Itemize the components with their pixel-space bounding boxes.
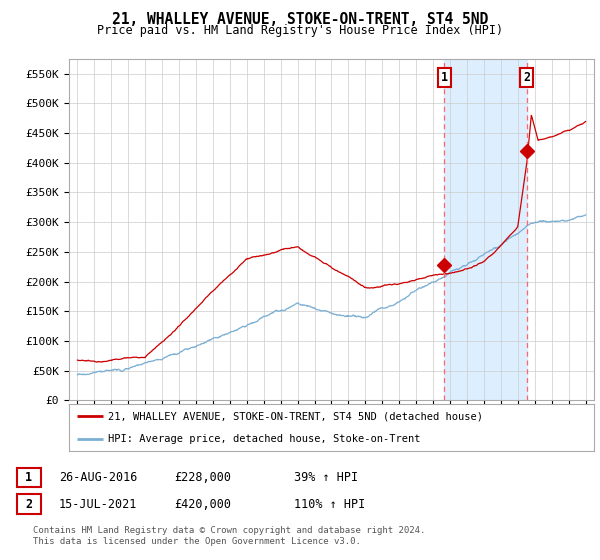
Bar [444,59,527,400]
Text: 1: 1 [25,470,32,484]
Text: 26-AUG-2016: 26-AUG-2016 [59,470,137,484]
Text: Contains HM Land Registry data © Crown copyright and database right 2024.
This d: Contains HM Land Registry data © Crown c… [33,526,425,546]
Text: Price paid vs. HM Land Registry's House Price Index (HPI): Price paid vs. HM Land Registry's House … [97,24,503,37]
Text: 21, WHALLEY AVENUE, STOKE-ON-TRENT, ST4 5ND: 21, WHALLEY AVENUE, STOKE-ON-TRENT, ST4 … [112,12,488,27]
Text: 21, WHALLEY AVENUE, STOKE-ON-TRENT, ST4 5ND (detached house): 21, WHALLEY AVENUE, STOKE-ON-TRENT, ST4 … [109,412,484,422]
Text: £420,000: £420,000 [174,497,231,511]
Text: 110% ↑ HPI: 110% ↑ HPI [294,497,365,511]
Text: 2: 2 [523,71,530,85]
Text: 1: 1 [440,71,448,85]
Text: 39% ↑ HPI: 39% ↑ HPI [294,470,358,484]
Text: HPI: Average price, detached house, Stoke-on-Trent: HPI: Average price, detached house, Stok… [109,434,421,444]
Text: £228,000: £228,000 [174,470,231,484]
Text: 2: 2 [25,497,32,511]
Text: 15-JUL-2021: 15-JUL-2021 [59,497,137,511]
